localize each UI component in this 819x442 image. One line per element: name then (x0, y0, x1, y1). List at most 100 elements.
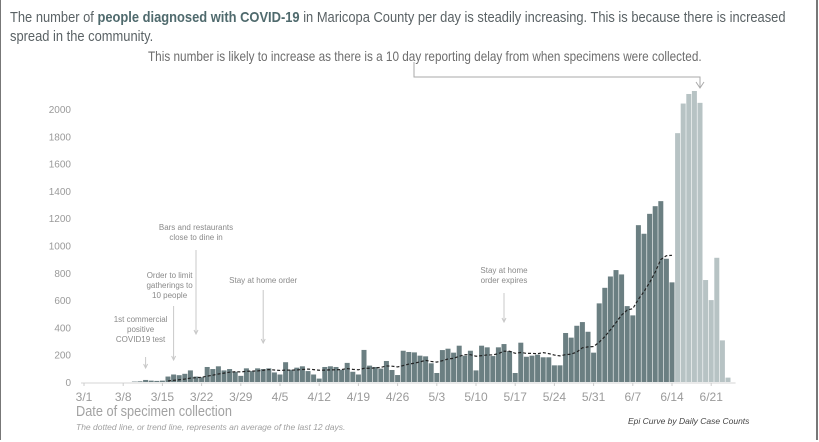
bar (551, 365, 557, 382)
bar (322, 366, 328, 382)
bar (434, 372, 440, 382)
bar (568, 337, 574, 382)
bar (266, 368, 272, 382)
bar (635, 225, 641, 382)
bar (518, 342, 524, 382)
bar (624, 306, 630, 382)
bar (271, 372, 277, 382)
bar (378, 368, 384, 382)
bar (602, 287, 608, 382)
annotation-text: Order to limit (147, 271, 194, 280)
bar (439, 350, 445, 382)
subtitle: This number is likely to increase as the… (148, 48, 702, 64)
bar-delayed (691, 90, 697, 383)
chart-caption: Epi Curve by Daily Case Counts (628, 416, 750, 426)
annotation-text: close to dine in (169, 233, 222, 242)
y-tick-label: 800 (54, 269, 71, 280)
y-tick-label: 400 (54, 323, 71, 334)
bar (372, 366, 378, 382)
arrow-head-icon (695, 81, 705, 89)
arrow-head-icon (501, 317, 507, 324)
bar-delayed (686, 93, 692, 383)
bar (316, 378, 322, 382)
bar (495, 347, 501, 382)
bar-delayed (714, 257, 720, 382)
delay-bracket (413, 62, 701, 88)
x-tick-label: 6/21 (700, 390, 724, 404)
bar (367, 365, 373, 382)
bar (260, 369, 266, 382)
bar (619, 274, 625, 382)
bar-delayed (680, 103, 686, 382)
bar-delayed (697, 102, 703, 383)
bar (652, 206, 658, 382)
bar (445, 348, 451, 382)
bar (596, 303, 602, 382)
headline-pre: The number of (10, 9, 98, 26)
x-tick-label: 3/29 (229, 390, 253, 404)
annotation-text: 1st commercial (114, 315, 168, 324)
arrow-head-icon (143, 363, 149, 370)
bar-delayed (719, 340, 725, 382)
bar (171, 374, 177, 382)
headline-bold: people diagnosed with COVID-19 (97, 9, 300, 26)
annotation-text: 10 people (152, 291, 188, 300)
headline: The number of people diagnosed with COVI… (10, 8, 810, 46)
x-tick-label: 4/19 (347, 390, 371, 404)
bar (484, 347, 490, 382)
bar (311, 374, 317, 382)
bar (630, 315, 636, 382)
x-tick-label: 3/22 (190, 390, 214, 404)
bar (451, 352, 457, 382)
bar (294, 367, 300, 382)
bar (507, 351, 513, 382)
bar (647, 213, 653, 382)
bar (344, 362, 350, 382)
bar (479, 345, 485, 382)
bar-delayed (703, 280, 709, 382)
bar (350, 371, 356, 382)
bar (395, 375, 401, 382)
annotation-text: Stay at home (480, 266, 528, 275)
x-tick-label: 4/5 (272, 390, 289, 404)
bar (176, 375, 182, 382)
bar (529, 355, 535, 382)
bar (165, 376, 171, 382)
bar (574, 325, 580, 382)
bar (585, 331, 591, 382)
bar (411, 352, 417, 382)
bar (339, 369, 345, 382)
trend-line (167, 254, 673, 382)
x-tick-label: 5/31 (582, 390, 606, 404)
bar (613, 270, 619, 382)
bar-delayed (708, 300, 714, 382)
bar (563, 332, 569, 382)
bar (400, 350, 406, 382)
x-axis-label: Date of specimen collection (76, 403, 232, 420)
annotation-text: positive (127, 325, 155, 334)
x-tick-label: 6/7 (624, 390, 641, 404)
bar (232, 371, 238, 382)
bar (540, 357, 546, 382)
bar (154, 380, 160, 382)
arrow-head-icon (260, 338, 266, 345)
y-tick-label: 2000 (49, 105, 72, 116)
y-tick-label: 1400 (49, 187, 72, 198)
annotation-text: gatherings to (146, 281, 193, 290)
x-tick-label: 4/12 (308, 390, 332, 404)
bar-delayed (675, 133, 681, 382)
bar (238, 375, 244, 382)
bar (204, 366, 210, 382)
y-tick-label: 1000 (49, 242, 72, 253)
x-tick-label: 3/8 (115, 390, 132, 404)
x-tick-label: 4/26 (386, 390, 410, 404)
bar (417, 355, 423, 382)
bar (361, 349, 367, 382)
bar (523, 356, 529, 382)
bar (512, 372, 518, 382)
bar (663, 258, 669, 382)
bar (389, 369, 395, 382)
bar (277, 374, 283, 382)
bar (658, 201, 664, 382)
